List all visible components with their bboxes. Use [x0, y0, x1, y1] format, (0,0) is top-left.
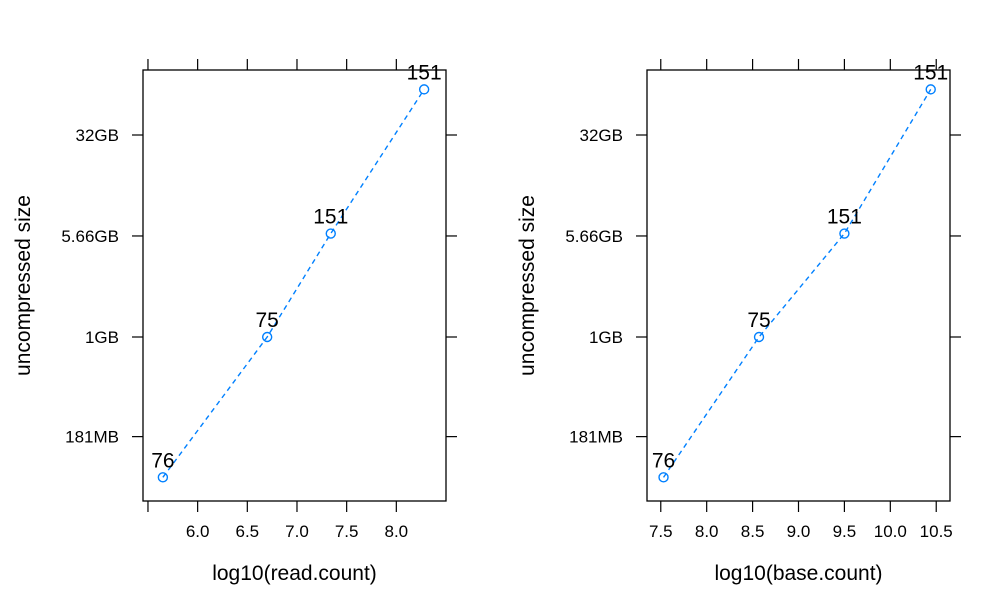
data-label: 76 — [652, 449, 675, 472]
data-point — [925, 84, 936, 95]
data-point — [753, 331, 765, 343]
x-tick-label: 9.0 — [787, 522, 811, 541]
x-tick-label: 8.0 — [695, 522, 719, 541]
x-tick-label: 6.0 — [186, 522, 210, 541]
data-label: 151 — [313, 206, 348, 229]
plot-frame — [646, 69, 951, 502]
data-point — [325, 228, 336, 239]
x-tick-label: 10.5 — [920, 522, 953, 541]
data-label: 76 — [151, 449, 174, 472]
data-point — [157, 472, 169, 483]
y-tick-label: 1GB — [589, 328, 623, 347]
y-axis-title: uncompressed size — [12, 195, 35, 376]
x-tick-label: 8.0 — [385, 522, 409, 541]
data-label: 151 — [407, 61, 442, 84]
y-axis-title: uncompressed size — [516, 195, 539, 376]
x-tick-label: 7.5 — [335, 522, 359, 541]
x-axis-title: log10(read.count) — [212, 562, 377, 585]
x-tick-label: 7.0 — [285, 522, 309, 541]
y-tick-label: 5.66GB — [61, 227, 119, 246]
x-tick-label: 8.5 — [741, 522, 765, 541]
series-line — [662, 89, 932, 478]
y-tick-label: 32GB — [76, 126, 119, 145]
panel-base-count: 7.5 8.0 8.5 9.0 9.5 10.0 10.5 181MB 1GB 5.66GB 32G… — [516, 59, 961, 585]
data-point — [261, 331, 273, 343]
data-point — [658, 472, 669, 483]
y-tick-label: 32GB — [580, 126, 623, 145]
x-tick-label: 7.5 — [649, 522, 673, 541]
data-point — [839, 228, 850, 239]
x-tick-label: 6.5 — [235, 522, 259, 541]
data-label: 75 — [747, 309, 770, 332]
data-label: 151 — [827, 206, 862, 229]
y-tick-label: 181MB — [65, 428, 119, 447]
x-tick-label: 9.5 — [833, 522, 857, 541]
series-line — [162, 88, 425, 478]
y-tick-label: 1GB — [85, 328, 119, 347]
plot-frame — [142, 69, 447, 502]
data-label: 75 — [256, 309, 279, 332]
panel-read-count: 6.0 6.5 7.0 7.5 8.0 181MB 1GB 5.66GB 32GB log10(r… — [12, 59, 457, 585]
x-tick-label: 10.0 — [874, 522, 907, 541]
data-label: 151 — [913, 61, 948, 84]
y-tick-label: 181MB — [569, 428, 623, 447]
data-point — [418, 84, 430, 95]
y-tick-label: 5.66GB — [565, 227, 623, 246]
x-axis-title: log10(base.count) — [714, 562, 882, 585]
